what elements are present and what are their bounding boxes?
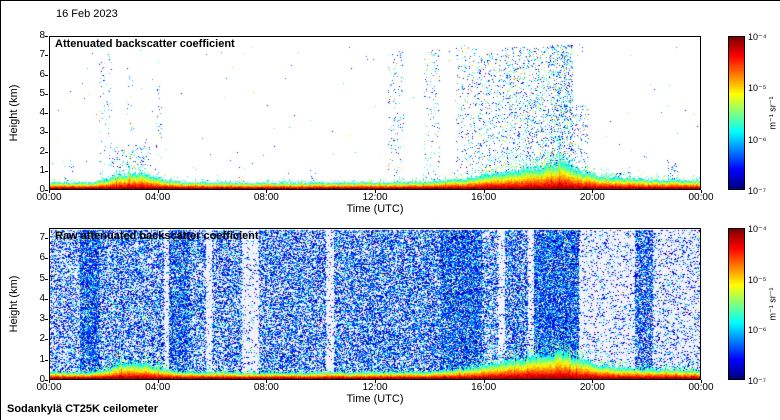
y-tick-label: 0	[39, 184, 45, 195]
y-tick-label: 1	[39, 353, 45, 365]
tick-mark	[266, 190, 268, 193]
colorbar-units-bottom: m⁻¹ sr⁻¹	[767, 287, 778, 321]
x-tick-label: 20:00	[579, 192, 605, 203]
time-axis-label-bottom: Time (UTC)	[346, 393, 404, 405]
colorbar-top-gradient	[729, 37, 744, 189]
height-axis-label-bottom: Height (km)	[8, 275, 20, 333]
tick-mark	[45, 74, 48, 76]
colorbar-tick-label: 10⁻⁶	[748, 134, 767, 145]
x-tick-label: 04:00	[145, 382, 171, 393]
tick-mark	[45, 170, 48, 172]
y-tick-label: 2	[39, 333, 45, 345]
tick-mark	[45, 93, 48, 95]
y-tick-label: 0	[39, 374, 45, 385]
y-tick-label: 5	[39, 272, 45, 284]
tick-mark	[45, 132, 48, 134]
colorbar-tick-label: 10⁻⁴	[748, 32, 767, 42]
y-tick-label: 8	[39, 30, 45, 41]
x-tick-label: 12:00	[362, 382, 388, 393]
x-tick-label: 08:00	[253, 192, 279, 203]
tick-mark	[157, 380, 159, 383]
y-tick-label: 6	[39, 252, 45, 264]
y-tick-label: 4	[39, 107, 45, 118]
tick-mark	[49, 380, 50, 383]
colorbar-tick-label: 10⁻⁶	[748, 325, 767, 336]
x-tick-label: 00:00	[688, 192, 714, 203]
x-tick-label: 12:00	[362, 192, 388, 203]
tick-mark	[45, 278, 48, 280]
raw-plot-area: Raw attenuated backscatter coefficient	[49, 228, 701, 380]
attenuated-plot-area: Attenuated backscatter coefficient	[49, 36, 701, 190]
y-tick-label: 5	[39, 87, 45, 99]
colorbar-tick-label: 10⁻⁵	[748, 83, 767, 94]
tick-mark	[45, 359, 48, 361]
y-tick-label: 3	[39, 126, 45, 138]
tick-mark	[375, 190, 376, 193]
colorbar-tick-label: 10⁻⁵	[748, 274, 767, 285]
tick-mark	[45, 339, 48, 341]
tick-mark	[592, 190, 594, 193]
colorbar-tick-label: 10⁻⁷	[748, 376, 767, 386]
attenuated-heatmap-canvas	[50, 37, 700, 189]
tick-mark	[45, 55, 48, 57]
tick-mark	[701, 380, 702, 383]
date-label: 16 Feb 2023	[56, 8, 118, 20]
colorbar-units-top: m⁻¹ sr⁻¹	[767, 96, 778, 130]
raw-heatmap-canvas	[50, 229, 700, 379]
x-tick-label: 00:00	[36, 382, 62, 393]
height-axis-label-top: Height (km)	[8, 84, 20, 142]
x-tick-label: 16:00	[471, 382, 497, 393]
tick-mark	[45, 238, 48, 240]
time-axis-label-top: Time (UTC)	[346, 203, 404, 215]
tick-mark	[45, 36, 48, 37]
colorbar-tick-label: 10⁻⁷	[748, 186, 767, 196]
tick-mark	[483, 190, 485, 193]
tick-mark	[45, 151, 48, 153]
y-tick-label: 1	[39, 164, 45, 176]
tick-mark	[375, 380, 376, 383]
tick-mark	[45, 298, 48, 300]
tick-mark	[157, 190, 159, 193]
y-tick-label: 2	[39, 145, 45, 157]
x-tick-label: 08:00	[253, 382, 279, 393]
tick-mark	[45, 258, 48, 260]
tick-mark	[45, 380, 48, 381]
tick-mark	[483, 380, 485, 383]
y-tick-label: 6	[39, 68, 45, 80]
x-tick-label: 04:00	[145, 192, 171, 203]
tick-mark	[701, 190, 702, 193]
tick-mark	[592, 380, 594, 383]
colorbar-tick-label: 10⁻⁴	[748, 224, 767, 234]
colorbar-bottom	[728, 228, 745, 380]
x-tick-label: 16:00	[471, 192, 497, 203]
x-tick-label: 20:00	[579, 382, 605, 393]
tick-mark	[49, 190, 50, 193]
tick-mark	[266, 380, 268, 383]
x-tick-label: 00:00	[688, 382, 714, 393]
y-tick-label: 7	[39, 232, 45, 244]
x-tick-label: 00:00	[36, 192, 62, 203]
y-tick-label: 7	[39, 49, 45, 61]
instrument-label: Sodankylä CT25K ceilometer	[7, 403, 159, 415]
tick-mark	[45, 319, 48, 321]
tick-mark	[45, 113, 48, 114]
tick-mark	[45, 190, 48, 191]
y-tick-label: 3	[39, 313, 45, 325]
attenuated-plot-title: Attenuated backscatter coefficient	[55, 38, 235, 50]
raw-plot-title: Raw attenuated backscatter coefficient	[55, 230, 259, 242]
colorbar-bottom-gradient	[729, 229, 744, 379]
colorbar-top	[728, 36, 745, 190]
y-tick-label: 4	[39, 292, 45, 304]
